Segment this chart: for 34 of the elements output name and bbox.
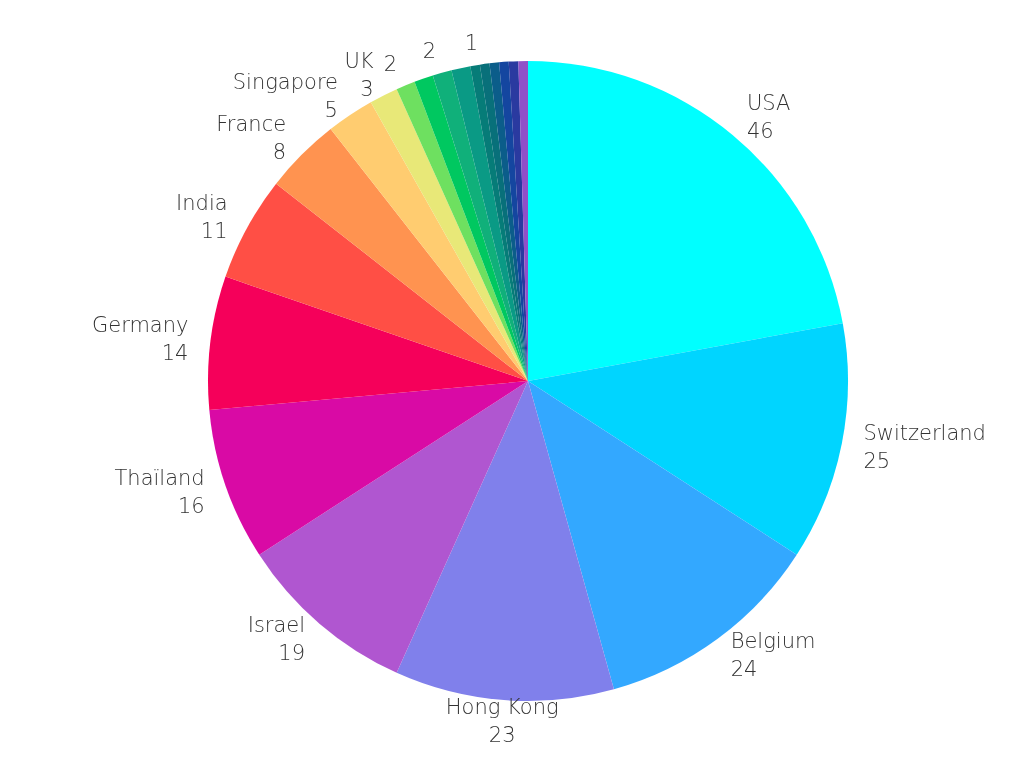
data-label: 24	[730, 657, 758, 682]
data-label: 5	[324, 97, 338, 122]
pie-slice	[528, 61, 843, 381]
data-label: 8	[272, 140, 287, 165]
pie-slice	[209, 381, 528, 555]
slice-label: Thaïland	[114, 465, 205, 490]
slice-label: Belgium	[730, 629, 816, 654]
pie-slice	[528, 323, 848, 555]
pie-slice	[414, 75, 528, 381]
data-label: 2	[383, 52, 398, 77]
slice-label: Singapore	[232, 69, 338, 94]
slice-label: USA	[746, 91, 791, 116]
pie-slice	[451, 66, 528, 381]
data-label: 25	[863, 448, 891, 473]
data-label: 46	[746, 119, 774, 144]
slice-label: Germany	[91, 312, 189, 337]
slice-label: Israel	[247, 613, 306, 638]
data-label: 14	[161, 340, 189, 365]
data-label: 16	[177, 493, 205, 518]
slice-label: Switzerland	[863, 420, 986, 445]
slice-label: India	[176, 190, 228, 215]
data-label: 1	[464, 30, 479, 55]
pie-slice	[276, 129, 528, 381]
data-label: 23	[488, 723, 516, 748]
slice-label: UK	[344, 48, 374, 73]
slice-label: Hong Kong	[445, 695, 559, 720]
data-label: 11	[200, 218, 228, 243]
pie-slice	[396, 81, 528, 381]
pie-slice	[208, 276, 528, 410]
data-label: 3	[360, 76, 374, 101]
data-label: 2	[422, 38, 437, 63]
slice-label: France	[216, 112, 287, 137]
data-label: 19	[278, 641, 306, 666]
pie-slice	[225, 183, 528, 381]
